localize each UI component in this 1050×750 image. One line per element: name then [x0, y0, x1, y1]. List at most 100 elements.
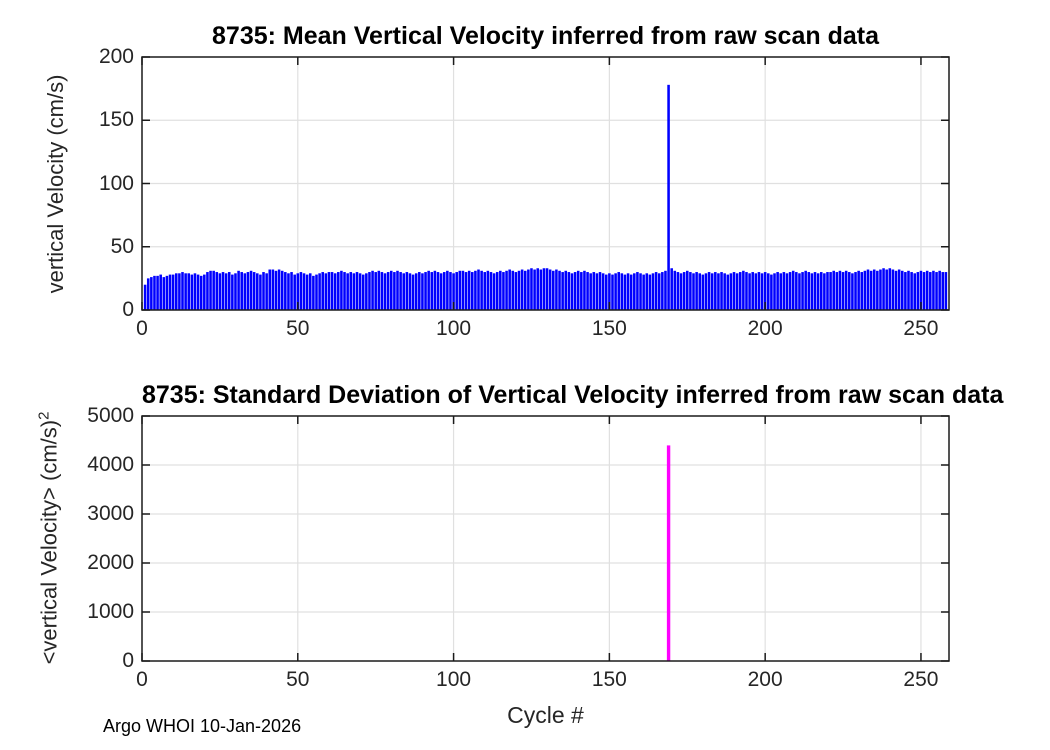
bar-cycle-213 [804, 270, 807, 310]
bar-cycle-105 [467, 270, 471, 310]
bar-cycle-98 [446, 270, 449, 310]
bar-cycle-163 [648, 274, 652, 310]
bar-cycle-113 [492, 273, 496, 310]
bar-cycle-159 [636, 272, 639, 310]
bar-cycle-195 [748, 273, 751, 310]
bar-cycle-173 [679, 273, 683, 310]
bar-cycle-77 [380, 272, 384, 310]
bar-cycle-32 [240, 272, 243, 310]
bar-cycle-126 [533, 269, 536, 310]
bar-cycle-201 [767, 273, 770, 310]
bar-cycle-87 [411, 274, 415, 310]
bar-cycle-215 [810, 273, 814, 310]
bar-cycle-208 [788, 272, 792, 310]
bar-cycle-122 [520, 269, 524, 310]
bar-cycle-197 [754, 273, 758, 310]
bar-cycle-148 [601, 273, 605, 310]
bar-cycle-133 [555, 269, 558, 310]
bar-cycle-18 [196, 274, 200, 310]
bar-cycle-185 [717, 273, 720, 310]
bar-cycle-165 [654, 272, 658, 310]
bar-cycle-149 [604, 274, 608, 310]
bar-cycle-184 [714, 272, 717, 310]
bar-cycle-140 [576, 270, 580, 310]
bar-cycle-128 [539, 269, 543, 310]
bar-cycle-22 [209, 270, 212, 310]
bar-cycle-205 [779, 273, 783, 310]
bar-cycle-54 [308, 273, 312, 310]
bar-cycle-63 [337, 272, 340, 310]
mean-y-tick-label: 50 [110, 234, 134, 258]
bar-cycle-79 [386, 272, 390, 310]
mean-x-tick-label: 200 [747, 317, 783, 340]
bar-cycle-151 [611, 274, 614, 310]
bar-cycle-188 [726, 274, 730, 310]
bar-cycle-46 [284, 272, 287, 310]
bar-cycle-186 [720, 272, 723, 310]
bar-cycle-10 [171, 274, 175, 310]
axes-box [141, 415, 950, 662]
bar-cycle-236 [876, 270, 879, 310]
bar-cycle-237 [879, 269, 882, 310]
mean-x-tick-label: 150 [591, 317, 627, 340]
bar-cycle-131 [548, 269, 552, 310]
bar-cycle-17 [193, 273, 197, 310]
bar-cycle-23 [212, 270, 215, 310]
bar-cycle-179 [698, 273, 702, 310]
bar-cycle-95 [436, 272, 440, 310]
bar-cycle-44 [277, 269, 281, 310]
bar-cycle-196 [751, 272, 754, 310]
bar-cycle-156 [626, 273, 630, 310]
bar-cycle-2 [146, 278, 150, 311]
bar-cycle-230 [857, 270, 860, 310]
bar-cycle-42 [271, 269, 275, 310]
bar-cycle-107 [474, 270, 477, 310]
bar-cycle-66 [346, 273, 349, 310]
chart-title-mean-velocity: 8735: Mean Vertical Velocity inferred fr… [212, 22, 879, 50]
bar-cycle-97 [442, 272, 446, 310]
std-y-tick-label: 1000 [87, 600, 134, 623]
bar-cycle-158 [633, 273, 636, 310]
bar-cycle-211 [798, 273, 801, 310]
bar-cycle-15 [187, 273, 191, 310]
bar-cycle-52 [302, 273, 306, 310]
bar-cycle-121 [517, 270, 521, 310]
bar-cycle-244 [900, 270, 904, 310]
bar-cycle-58 [321, 272, 324, 310]
bar-cycle-119 [511, 270, 515, 310]
bar-cycle-104 [464, 272, 468, 310]
bar-cycle-43 [274, 270, 278, 310]
bar-cycle-123 [523, 270, 527, 310]
bar-cycle-76 [377, 270, 381, 310]
bar-cycle-115 [499, 270, 502, 310]
bar-cycle-190 [732, 272, 736, 310]
bar-cycle-29 [231, 274, 234, 310]
std-y-tick-label: 4000 [87, 453, 134, 476]
bar-cycle-116 [502, 272, 505, 310]
bar-cycle-180 [701, 274, 705, 310]
bar-cycle-224 [838, 270, 842, 310]
bar-cycle-40 [265, 273, 268, 310]
y-axis-label-std-text: <vertical Velocity> (cm/s) [36, 419, 62, 665]
bar-cycle-16 [190, 274, 194, 310]
x-axis-label-cycle: Cycle # [507, 702, 584, 728]
bar-cycle-157 [629, 274, 633, 310]
bar-cycle-103 [461, 270, 465, 310]
bar-cycle-14 [184, 273, 187, 310]
bar-cycle-256 [938, 270, 941, 310]
bar-cycle-210 [795, 272, 798, 310]
bar-cycle-69 [355, 272, 359, 310]
bar-cycle-45 [280, 270, 284, 310]
bar-cycle-4 [153, 275, 156, 310]
bar-cycle-124 [527, 269, 530, 310]
bar-cycle-68 [352, 273, 356, 310]
bar-cycle-226 [844, 270, 848, 310]
bar-cycle-198 [757, 272, 761, 310]
bar-cycle-96 [439, 273, 443, 310]
bar-cycle-209 [791, 270, 795, 310]
bar-cycle-252 [925, 270, 929, 310]
bar-cycle-189 [729, 273, 733, 310]
bar-cycle-212 [801, 272, 804, 310]
bar-cycle-227 [848, 272, 851, 310]
